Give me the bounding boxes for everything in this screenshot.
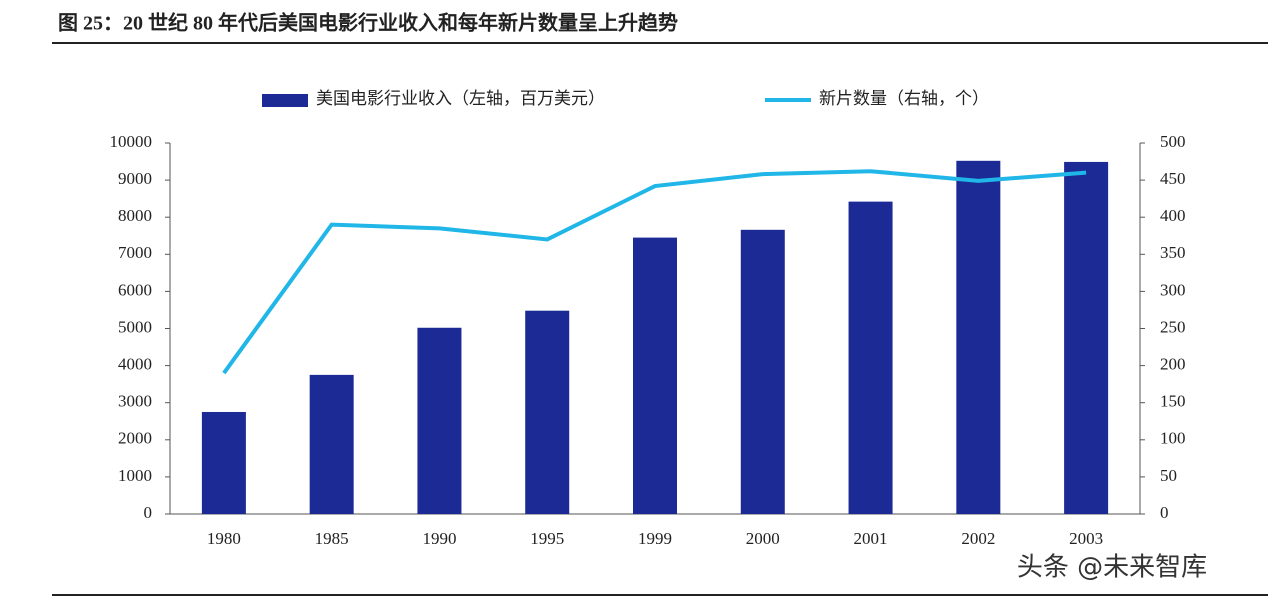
- bar: [740, 229, 785, 514]
- y2-tick-label: 500: [1160, 132, 1186, 151]
- y2-tick-label: 400: [1160, 206, 1186, 225]
- bar: [956, 160, 1001, 515]
- y-tick-label: 0: [144, 503, 153, 522]
- x-tick-label: 1985: [315, 529, 349, 548]
- y-tick-label: 2000: [118, 429, 152, 448]
- legend-label: 美国电影行业收入（左轴，百万美元）: [316, 89, 605, 108]
- bar: [848, 201, 893, 515]
- y-tick-label: 8000: [118, 206, 152, 225]
- x-tick-label: 2001: [854, 529, 888, 548]
- legend-label: 新片数量（右轴，个）: [819, 89, 989, 108]
- watermark: 头条 @未来智库: [1017, 553, 1207, 583]
- bar: [525, 310, 570, 514]
- y-tick-label: 4000: [118, 355, 152, 374]
- y-tick-label: 5000: [118, 317, 152, 336]
- y2-tick-label: 300: [1160, 280, 1186, 299]
- x-tick-label: 1990: [422, 529, 456, 548]
- x-tick-label: 1999: [638, 529, 672, 548]
- legend-swatch: [262, 94, 308, 107]
- x-tick-label: 1995: [530, 529, 564, 548]
- x-tick-label: 2000: [746, 529, 780, 548]
- bar: [1064, 161, 1109, 514]
- line: [222, 169, 1087, 375]
- bar: [309, 374, 354, 514]
- y-tick-label: 1000: [118, 466, 152, 485]
- y-tick-label: 3000: [118, 392, 152, 411]
- y2-tick-label: 100: [1160, 429, 1186, 448]
- y-tick-label: 9000: [118, 169, 152, 188]
- bar: [201, 411, 246, 514]
- bar: [633, 237, 677, 515]
- y2-tick-label: 350: [1160, 243, 1186, 262]
- y2-tick-label: 0: [1160, 503, 1169, 522]
- y-tick-label: 10000: [110, 132, 153, 151]
- x-tick-label: 1980: [207, 529, 241, 548]
- y-tick-label: 6000: [118, 280, 152, 299]
- x-tick-label: 2002: [961, 529, 995, 548]
- y2-tick-label: 150: [1160, 392, 1186, 411]
- y2-tick-label: 250: [1160, 317, 1186, 336]
- x-tick-label: 2003: [1069, 529, 1103, 548]
- chart-title: 图 25：20 世纪 80 年代后美国电影行业收入和每年新片数量呈上升趋势: [58, 11, 678, 35]
- y2-tick-label: 50: [1160, 466, 1177, 485]
- y2-tick-label: 200: [1160, 355, 1186, 374]
- y2-tick-label: 450: [1160, 169, 1186, 188]
- y-tick-label: 7000: [118, 243, 152, 262]
- bar: [417, 327, 462, 514]
